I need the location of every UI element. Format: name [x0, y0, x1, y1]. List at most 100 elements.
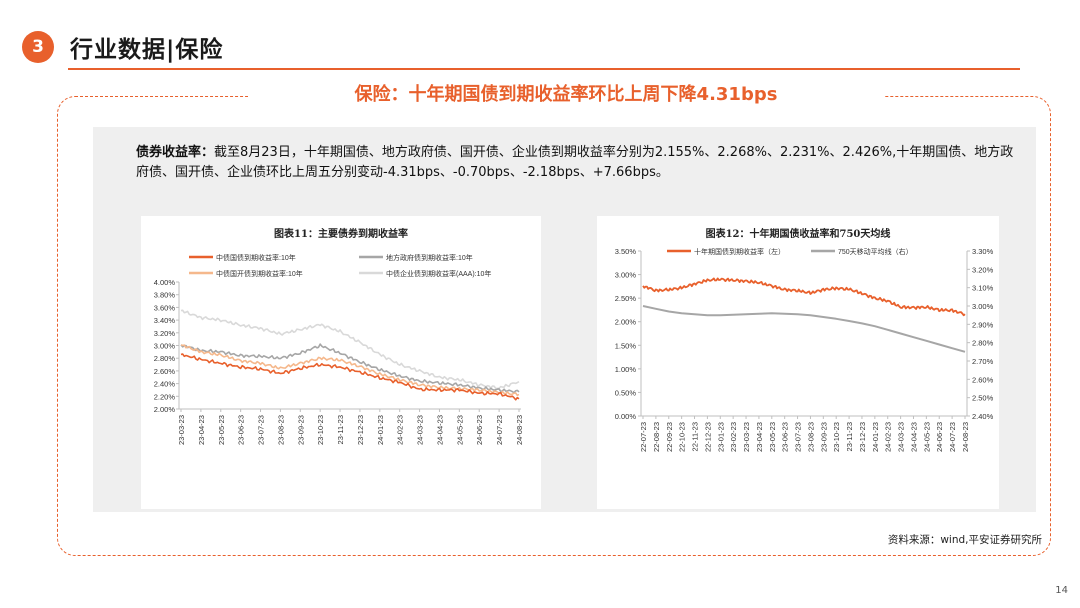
- chart-12-right-tick-label: 2.60%: [972, 375, 994, 384]
- summary-label: 债券收益率：: [136, 145, 215, 160]
- chart-11-y-tick-label: 2.40%: [154, 380, 176, 389]
- section-number-badge: 3: [22, 31, 54, 63]
- chart-12-x-tick-label: 23-04-23: [755, 422, 764, 452]
- chart-11-x-tick-label: 23-06-23: [237, 415, 246, 445]
- chart-12-x-tick-label: 24-01-23: [871, 422, 880, 452]
- chart-12-x-tick-label: 23-07-23: [794, 422, 803, 452]
- chart-11-x-tick-label: 23-05-23: [217, 415, 226, 445]
- chart-11-legend-label: 地方政府债到期收益率:10年: [386, 253, 473, 262]
- chart-12-right-tick-label: 2.70%: [972, 357, 994, 366]
- chart-12-left-tick-label: 3.00%: [615, 271, 637, 280]
- chart-11-y-tick-label: 3.40%: [154, 316, 176, 325]
- chart-11-y-tick-label: 3.80%: [154, 291, 176, 300]
- chart-12-right-tick-label: 2.80%: [972, 339, 994, 348]
- chart-11-y-tick-label: 2.20%: [154, 392, 176, 401]
- chart-12-x-tick-label: 22-08-23: [652, 422, 661, 452]
- chart-12-x-tick-label: 23-11-23: [845, 422, 854, 451]
- chart-12-x-tick-label: 23-02-23: [729, 422, 738, 452]
- chart-12-svg: 3.50% 3.00% 2.50% 2.00% 1.50% 1.00% 0.50% 0.00%…: [615, 247, 994, 452]
- chart-12-box: 图表12：十年期国债收益率和750天均线 3.50% 3.00% 2.50% 2.00…: [597, 216, 999, 509]
- chart-11-box: 图表11：主要债券到期收益率 4.00% 3.80% 3.60% 3.40% 3.20%…: [141, 216, 541, 509]
- banner-backdrop: [248, 86, 884, 110]
- chart-12-legend-label: 750天移动平均线（右）: [838, 247, 913, 256]
- chart-11-y-tick-label: 4.00%: [154, 278, 176, 287]
- chart-12-series-line: [642, 305, 966, 353]
- chart-12-left-tick-label: 0.50%: [615, 388, 637, 397]
- chart-11-x-tick-label: 24-07-23: [495, 415, 504, 445]
- chart-12-x-tick-label: 23-09-23: [819, 422, 828, 452]
- bond-yield-summary: 债券收益率：截至8月23日，十年期国债、地方政府债、国开债、企业债到期收益率分别…: [136, 143, 1016, 183]
- chart-12-right-tick-label: 3.20%: [972, 265, 994, 274]
- chart-11-x-tick-label: 23-08-23: [276, 415, 285, 445]
- chart-12-right-tick-label: 2.50%: [972, 394, 994, 403]
- chart-11-x-tick-label: 23-11-23: [336, 415, 345, 444]
- chart-11-x-tick-label: 24-05-23: [455, 415, 464, 445]
- chart-12-x-tick-label: 24-07-23: [948, 422, 957, 452]
- chart-12-x-tick-label: 24-04-23: [909, 422, 918, 452]
- chart-11-x-tick-label: 23-09-23: [296, 415, 305, 445]
- chart-12-left-tick-label: 1.50%: [615, 341, 637, 350]
- chart-11-series-line: [180, 344, 520, 397]
- chart-11-x-tick-label: 23-12-23: [356, 415, 365, 445]
- source-note: 资料来源：wind,平安证券研究所: [887, 534, 1042, 546]
- chart-11-y-tick-label: 2.80%: [154, 354, 176, 363]
- chart-12-right-tick-label: 3.00%: [972, 302, 994, 311]
- chart-11-y-tick-label: 2.00%: [154, 405, 176, 414]
- chart-11-title: 图表11：主要债券到期收益率: [274, 229, 408, 240]
- chart-11-series-line: [180, 343, 520, 394]
- summary-text: 截至8月23日，十年期国债、地方政府债、国开债、企业债到期收益率分别为2.155…: [136, 145, 1014, 180]
- chart-12-x-tick-label: 23-03-23: [742, 422, 751, 452]
- chart-12-right-tick-label: 3.30%: [972, 247, 994, 256]
- chart-12-x-tick-label: 23-10-23: [832, 422, 841, 452]
- chart-11-x-tick-label: 24-08-23: [515, 415, 524, 445]
- headline-banner: 保险：十年期国债到期收益率环比上周下降4.31bps: [354, 84, 778, 105]
- chart-11-x-tick-label: 23-03-23: [177, 415, 186, 445]
- chart-11-x-tick-label: 24-02-23: [396, 415, 405, 445]
- chart-12-left-tick-label: 0.00%: [615, 412, 637, 421]
- chart-11-y-tick-label: 3.00%: [154, 342, 176, 351]
- chart-11-x-tick-label: 24-06-23: [475, 415, 484, 445]
- chart-12-left-tick-label: 2.00%: [615, 318, 637, 327]
- chart-11-legend-label: 中债国开债到期收益率:10年: [216, 269, 303, 278]
- chart-11-x-tick-label: 24-01-23: [376, 415, 385, 445]
- chart-11-x-tick-label: 23-04-23: [197, 415, 206, 445]
- chart-12-legend-label: 十年期国债到期收益率（左）: [694, 247, 785, 256]
- chart-12-x-tick-label: 22-07-23: [639, 422, 648, 452]
- chart-11-series-line: [180, 309, 520, 390]
- chart-12-x-tick-label: 22-09-23: [665, 422, 674, 452]
- chart-11-y-tick-label: 3.20%: [154, 329, 176, 338]
- chart-12-x-tick-label: 23-06-23: [781, 422, 790, 452]
- chart-11-x-tick-label: 24-03-23: [416, 415, 425, 445]
- chart-11-y-tick-label: 3.60%: [154, 303, 176, 312]
- chart-11-svg: 4.00% 3.80% 3.60% 3.40% 3.20% 3.00% 2.80% 2.60%…: [154, 253, 524, 445]
- chart-11-series-line: [180, 353, 520, 401]
- chart-12-right-tick-label: 2.90%: [972, 320, 994, 329]
- chart-12-right-tick-label: 3.10%: [972, 284, 994, 293]
- chart-12-left-tick-label: 3.50%: [615, 247, 637, 256]
- chart-12-left-tick-label: 1.00%: [615, 365, 637, 374]
- chart-11-x-tick-label: 24-04-23: [435, 415, 444, 445]
- chart-12-x-tick-label: 22-10-23: [678, 422, 687, 452]
- chart-12-left-tick-label: 2.50%: [615, 294, 637, 303]
- chart-11-legend-label: 中债国债到期收益率:10年: [216, 253, 296, 262]
- chart-12-x-tick-label: 22-12-23: [703, 422, 712, 452]
- section-title: 行业数据|保险: [70, 37, 224, 63]
- chart-11-x-tick-label: 23-10-23: [316, 415, 325, 445]
- chart-12-x-tick-label: 23-08-23: [806, 422, 815, 452]
- chart-12-x-tick-label: 23-05-23: [768, 422, 777, 452]
- chart-11-legend-label: 中债企业债到期收益率(AAA):10年: [386, 269, 491, 278]
- chart-12-x-tick-label: 22-11-23: [691, 422, 700, 451]
- chart-12-series-line: [642, 277, 966, 317]
- header-divider: [68, 68, 1020, 70]
- page-number: 14: [1055, 585, 1068, 596]
- chart-12-x-tick-label: 24-05-23: [922, 422, 931, 452]
- chart-12-x-tick-label: 24-08-23: [961, 422, 970, 452]
- chart-12-x-tick-label: 23-01-23: [716, 422, 725, 452]
- chart-11-x-tick-label: 23-07-23: [257, 415, 266, 445]
- chart-11-y-tick-label: 2.60%: [154, 367, 176, 376]
- chart-12-x-tick-label: 24-02-23: [884, 422, 893, 452]
- chart-12-x-tick-label: 24-06-23: [935, 422, 944, 452]
- chart-12-right-tick-label: 2.40%: [972, 412, 994, 421]
- chart-12-x-tick-label: 23-12-23: [858, 422, 867, 452]
- chart-12-x-tick-label: 24-03-23: [897, 422, 906, 452]
